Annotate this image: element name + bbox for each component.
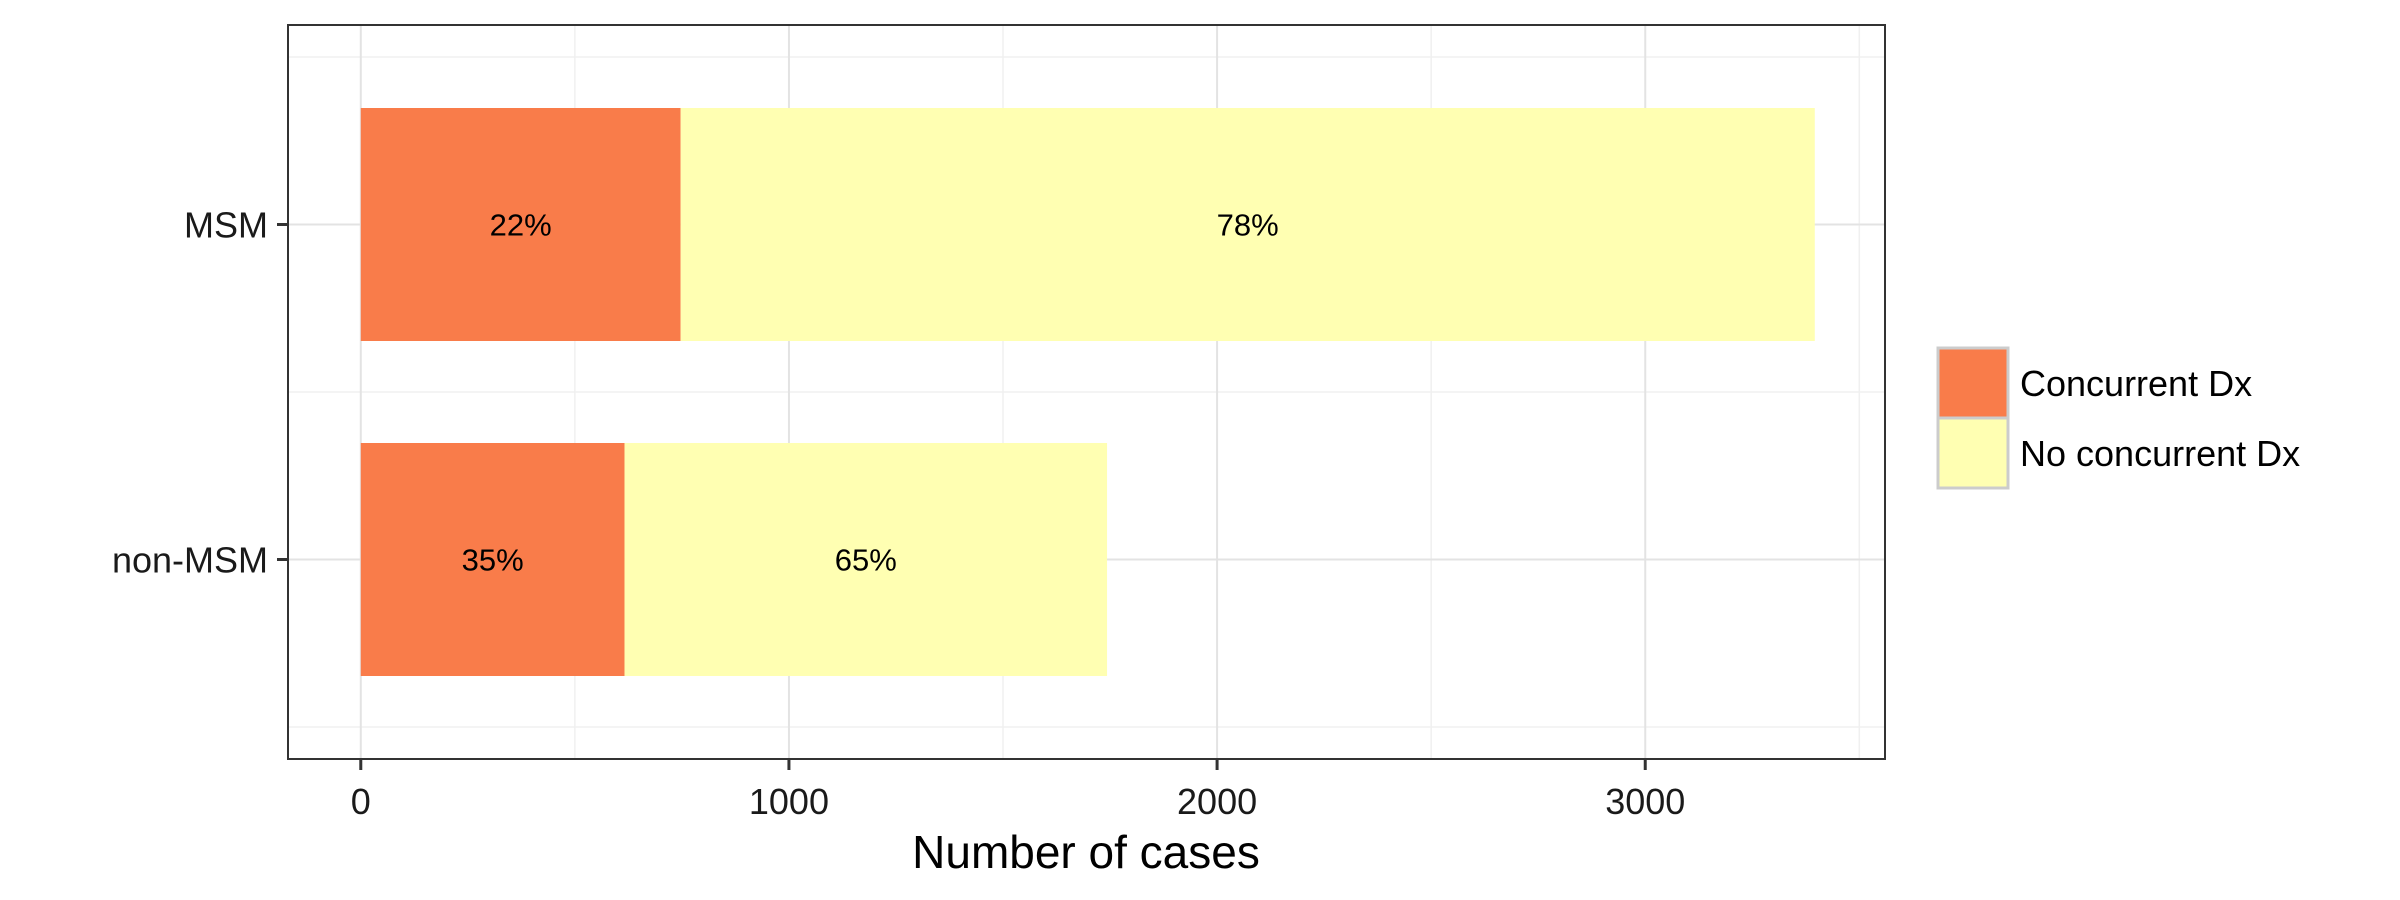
y-tick-label-1: non-MSM [112, 540, 268, 581]
legend-label-0: Concurrent Dx [2020, 363, 2252, 404]
bar-msm-no-concurrent-dx [680, 108, 1815, 341]
bar-non-msm-no-concurrent-dx [624, 443, 1108, 676]
y-tick-label-0: MSM [184, 205, 268, 246]
x-tick-label-3: 3000 [1605, 781, 1685, 822]
bar-label-non-msm-1: 65% [835, 543, 897, 578]
legend-key-0 [1936, 346, 2010, 420]
x-tick-label-1: 1000 [749, 781, 829, 822]
bar-label-msm-0: 22% [490, 208, 552, 243]
x-tick-label-0: 0 [351, 781, 371, 822]
x-axis-title: Number of cases [912, 826, 1260, 878]
x-axis: 0 1000 2000 3000 [351, 759, 1685, 822]
bar-non-msm-concurrent-dx [360, 443, 625, 676]
legend-label-1: No concurrent Dx [2020, 433, 2300, 474]
bar-labels: 22% 78% 35% 65% [462, 208, 1279, 578]
panel-border [287, 24, 1886, 760]
bars [360, 108, 1815, 676]
x-tick-label-2: 2000 [1177, 781, 1257, 822]
y-axis: MSM non-MSM [112, 205, 288, 581]
bar-label-non-msm-0: 35% [462, 543, 524, 578]
bar-label-msm-1: 78% [1217, 208, 1279, 243]
legend-key-1 [1936, 416, 2010, 490]
bar-msm-concurrent-dx [360, 108, 681, 341]
legend: Concurrent Dx No concurrent Dx [1936, 346, 2300, 490]
